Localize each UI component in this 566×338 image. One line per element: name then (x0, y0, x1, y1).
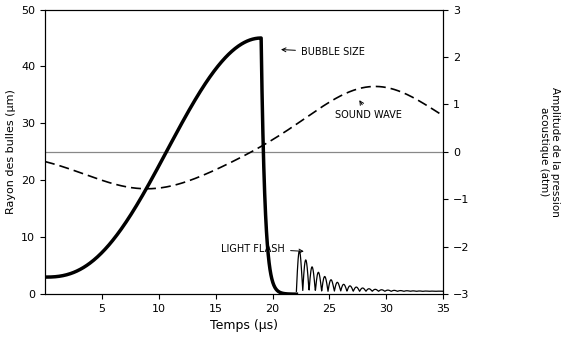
Y-axis label: Amplitude de la pression
acoustique (atm): Amplitude de la pression acoustique (atm… (539, 87, 560, 217)
X-axis label: Temps (µs): Temps (µs) (210, 319, 278, 333)
Text: SOUND WAVE: SOUND WAVE (335, 101, 402, 120)
Text: BUBBLE SIZE: BUBBLE SIZE (282, 47, 365, 57)
Text: LIGHT FLASH: LIGHT FLASH (221, 244, 303, 254)
Y-axis label: Rayon des bulles (µm): Rayon des bulles (µm) (6, 90, 15, 214)
